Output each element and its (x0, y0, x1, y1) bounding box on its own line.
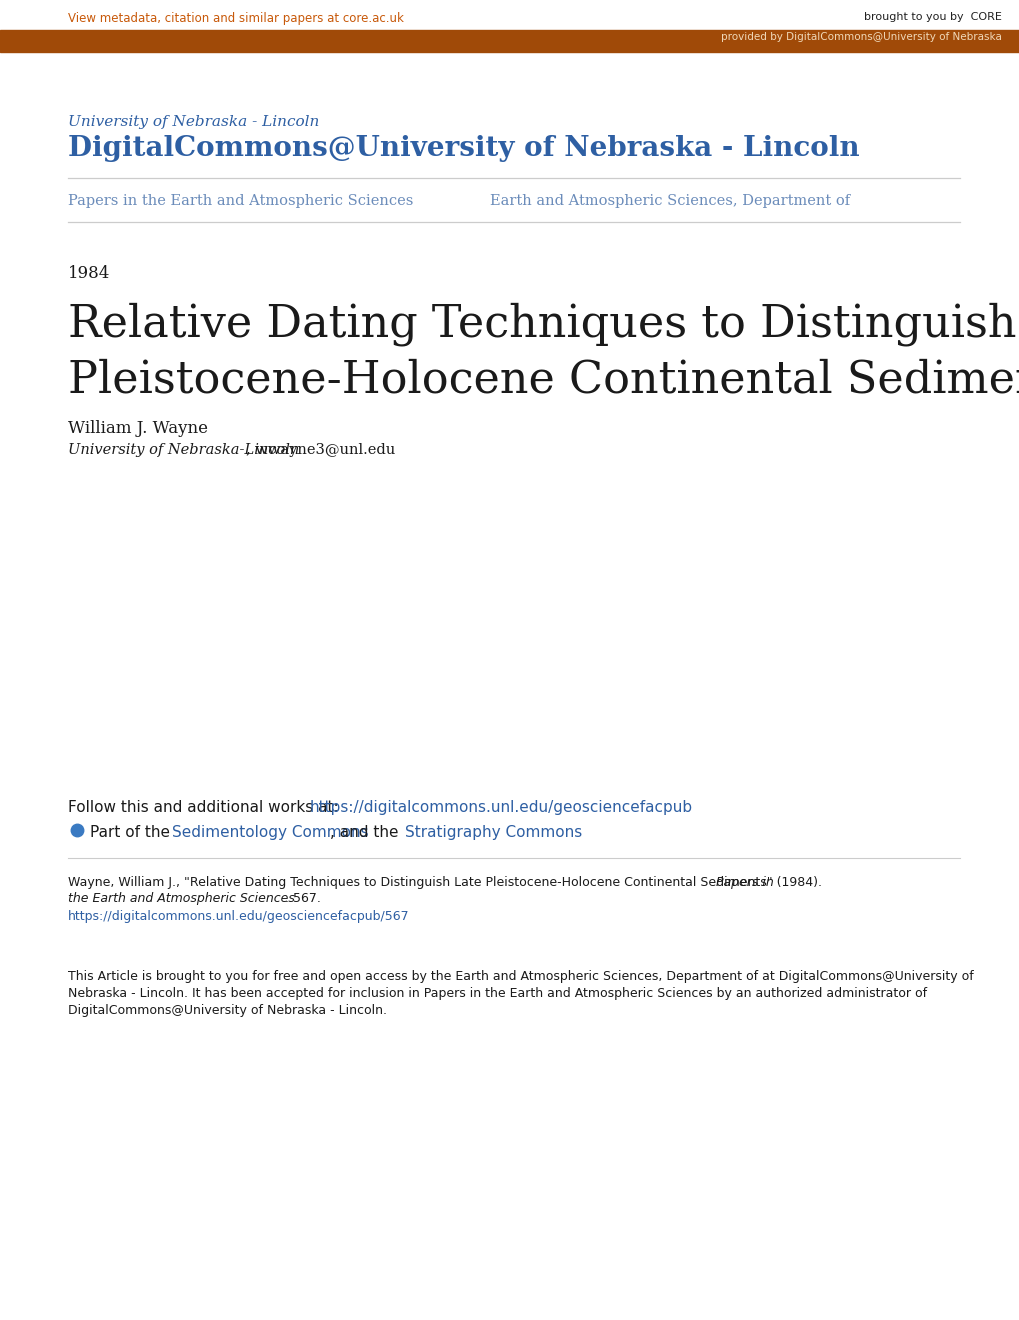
Text: University of Nebraska-Lincoln: University of Nebraska-Lincoln (68, 444, 299, 457)
Text: Follow this and additional works at:: Follow this and additional works at: (68, 800, 343, 814)
Text: View metadata, citation and similar papers at core.ac.uk: View metadata, citation and similar pape… (68, 12, 404, 25)
Text: Papers in the Earth and Atmospheric Sciences: Papers in the Earth and Atmospheric Scie… (68, 194, 413, 209)
Text: DigitalCommons@University of Nebraska - Lincoln.: DigitalCommons@University of Nebraska - … (68, 1005, 386, 1016)
Text: William J. Wayne: William J. Wayne (68, 420, 208, 437)
Text: Part of the: Part of the (90, 825, 174, 840)
Text: Earth and Atmospheric Sciences, Department of: Earth and Atmospheric Sciences, Departme… (489, 194, 849, 209)
Text: DigitalCommons@University of Nebraska - Lincoln: DigitalCommons@University of Nebraska - … (68, 135, 859, 162)
Text: brought to you by  CORE: brought to you by CORE (863, 12, 1001, 22)
Text: Sedimentology Commons: Sedimentology Commons (172, 825, 368, 840)
Text: Wayne, William J., "Relative Dating Techniques to Distinguish Late Pleistocene-H: Wayne, William J., "Relative Dating Tech… (68, 876, 825, 888)
Text: the Earth and Atmospheric Sciences: the Earth and Atmospheric Sciences (68, 892, 294, 906)
Text: Papers in: Papers in (715, 876, 773, 888)
Bar (0, 30, 1019, 51)
Text: This Article is brought to you for free and open access by the Earth and Atmosph: This Article is brought to you for free … (68, 970, 973, 983)
Text: Stratigraphy Commons: Stratigraphy Commons (405, 825, 582, 840)
Text: Pleistocene-Holocene Continental Sediments: Pleistocene-Holocene Continental Sedimen… (68, 358, 1019, 401)
Text: 1984: 1984 (68, 265, 110, 282)
Text: . 567.: . 567. (284, 892, 321, 906)
Text: , wwayne3@unl.edu: , wwayne3@unl.edu (246, 444, 395, 457)
Text: , and the: , and the (330, 825, 403, 840)
Text: University of Nebraska - Lincoln: University of Nebraska - Lincoln (68, 115, 319, 129)
Text: provided by DigitalCommons@University of Nebraska: provided by DigitalCommons@University of… (720, 32, 1001, 42)
Text: Nebraska - Lincoln. It has been accepted for inclusion in Papers in the Earth an: Nebraska - Lincoln. It has been accepted… (68, 987, 926, 1001)
Text: https://digitalcommons.unl.edu/geosciencefacpub/567: https://digitalcommons.unl.edu/geoscienc… (68, 909, 410, 923)
Text: https://digitalcommons.unl.edu/geosciencefacpub: https://digitalcommons.unl.edu/geoscienc… (310, 800, 693, 814)
Text: Relative Dating Techniques to Distinguish Late: Relative Dating Techniques to Distinguis… (68, 302, 1019, 346)
